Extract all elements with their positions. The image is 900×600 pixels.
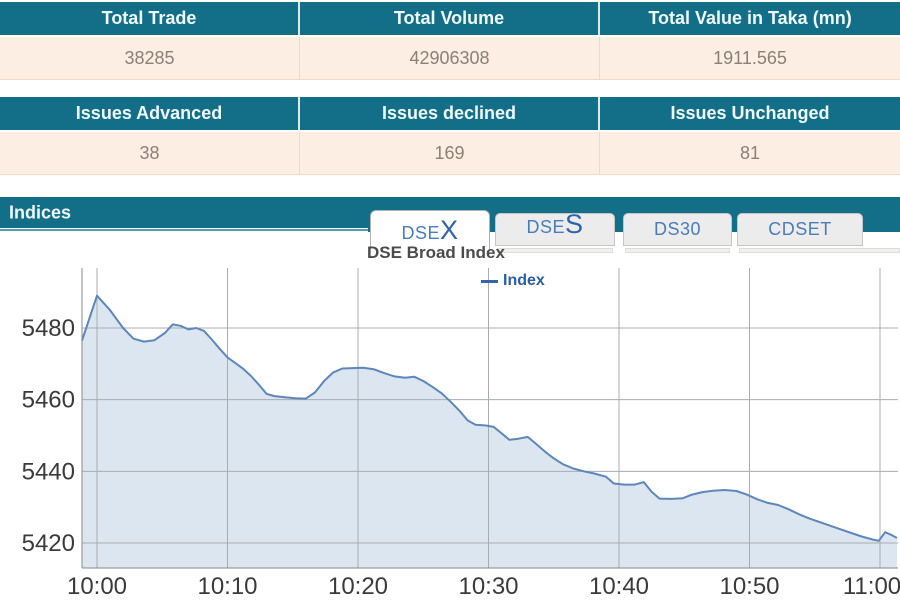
summary-table: Total Trade Total Volume Total Value in …: [0, 2, 900, 80]
header-issues-advanced: Issues Advanced: [0, 97, 300, 130]
y-axis-tick-label: 5460: [22, 387, 75, 414]
y-axis-tick-label: 5440: [22, 458, 75, 485]
tab-dsex[interactable]: DSEX: [370, 210, 490, 249]
value-total-value: 1911.565: [713, 47, 787, 68]
chart-title: DSE Broad Index: [367, 243, 505, 262]
value-issues-advanced: 38: [0, 132, 300, 174]
x-axis-tick-label: 10:20: [328, 573, 388, 600]
x-axis-tick-label: 10:30: [458, 573, 518, 600]
tab-dses-suffix: S: [565, 209, 584, 239]
tab-dsex-suffix: X: [440, 215, 459, 245]
tab-dsex-prefix: DSE: [401, 223, 440, 243]
chart-legend: Index: [481, 272, 545, 290]
x-axis-tick-label: 10:10: [197, 573, 257, 600]
header-issues-declined: Issues declined: [300, 97, 600, 130]
issues-table-header-row: Issues Advanced Issues declined Issues U…: [0, 97, 900, 130]
issues-table-value-row: 38 169 81: [0, 132, 900, 175]
tab-shadow: [497, 248, 613, 253]
x-axis-tick-label: 11:00: [843, 573, 900, 600]
tab-cdset[interactable]: CDSET: [737, 213, 863, 246]
index-series-area: [82, 295, 897, 568]
tab-dses-prefix: DSE: [526, 217, 565, 237]
summary-table-header-row: Total Trade Total Volume Total Value in …: [0, 2, 900, 35]
value-total-volume: 42906308: [300, 37, 600, 79]
x-axis-tick-label: 10:50: [719, 573, 779, 600]
y-axis-tick-label: 5420: [22, 530, 75, 557]
tab-shadow: [625, 248, 730, 253]
value-issues-declined: 169: [300, 132, 600, 174]
header-issues-unchanged: Issues Unchanged: [670, 103, 830, 123]
x-axis-tick-label: 10:00: [67, 573, 127, 600]
index-chart-panel: 5420 5440 5460 5480 10:00 10:10 10:20 10:30 10:4…: [0, 232, 900, 600]
indices-section-title: Indices: [9, 202, 72, 222]
y-axis-tick-label: 5480: [22, 315, 75, 342]
tab-dses[interactable]: DSES: [495, 209, 615, 246]
tab-ds30[interactable]: DS30: [623, 213, 732, 246]
indices-bar-rim: [0, 229, 368, 231]
header-total-volume: Total Volume: [300, 2, 600, 35]
header-total-value: Total Value in Taka (mn): [648, 8, 852, 28]
value-issues-unchanged: 81: [739, 142, 761, 163]
index-area-chart[interactable]: 5420 5440 5460 5480 10:00 10:10 10:20 10:30 10:4…: [0, 232, 900, 600]
header-total-trade: Total Trade: [0, 2, 300, 35]
index-series-line: [81, 294, 898, 542]
legend-series-label: Index: [503, 272, 545, 289]
value-total-trade: 38285: [0, 37, 300, 79]
issues-table: Issues Advanced Issues declined Issues U…: [0, 97, 900, 175]
summary-table-value-row: 38285 42906308 1911.565: [0, 37, 900, 80]
x-axis-tick-label: 10:40: [589, 573, 649, 600]
legend-line-marker-icon: [481, 279, 498, 283]
tab-shadow: [739, 248, 900, 253]
